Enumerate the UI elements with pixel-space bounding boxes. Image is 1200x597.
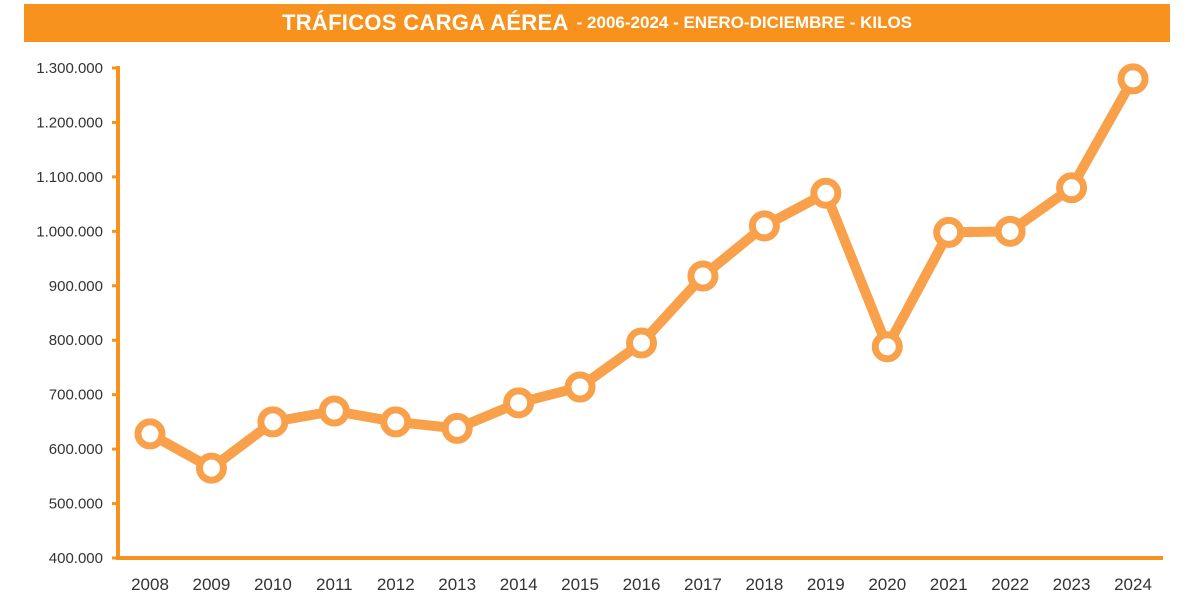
x-tick-label: 2019	[807, 575, 845, 594]
data-point	[994, 215, 1026, 247]
data-point	[871, 331, 903, 363]
x-axis-ticks: 2008 2009 2010 2011 2012 2013 2014 2015 2016 2017…	[131, 575, 1152, 594]
y-tick-label: 600.000	[49, 441, 103, 458]
x-tick-label: 2020	[868, 575, 906, 594]
x-tick-label: 2011	[316, 575, 353, 594]
y-tick-label: 500.000	[49, 496, 103, 513]
data-point	[687, 260, 719, 292]
series-line	[145, 73, 1138, 474]
data-point	[380, 406, 412, 438]
x-tick-label: 2024	[1114, 575, 1152, 594]
x-tick-label: 2010	[254, 575, 292, 594]
data-point	[134, 418, 166, 450]
x-tick-label: 2021	[930, 575, 968, 594]
x-tick-label: 2009	[193, 575, 231, 594]
data-point	[503, 387, 535, 419]
y-tick-label: 900.000	[49, 278, 103, 295]
data-point	[626, 327, 657, 359]
chart-title: TRÁFICOS CARGA AÉREA	[281, 10, 569, 35]
y-tick-label: 1.000.000	[36, 223, 103, 240]
data-point	[748, 210, 780, 242]
chart-series	[134, 63, 1149, 484]
data-point	[810, 177, 842, 209]
x-tick-label: 2022	[991, 575, 1029, 594]
y-tick-label: 1.300.000	[36, 60, 103, 77]
x-tick-label: 2008	[131, 575, 169, 594]
x-tick-label: 2016	[623, 575, 661, 594]
data-point	[441, 412, 473, 444]
y-tick-label: 700.000	[49, 387, 103, 404]
y-tick-label: 800.000	[49, 332, 103, 349]
x-tick-label: 2023	[1053, 575, 1091, 594]
x-tick-label: 2015	[561, 575, 599, 594]
x-tick-label: 2018	[745, 575, 783, 594]
data-point	[257, 406, 289, 438]
y-tick-label: 1.200.000	[36, 114, 103, 131]
x-tick-label: 2012	[377, 575, 415, 594]
chart-subtitle: - 2006-2024 - ENERO-DICIEMBRE - KILOS	[576, 13, 913, 32]
y-tick-label: 1.100.000	[36, 169, 103, 186]
x-tick-label: 2013	[438, 575, 476, 594]
chart-axes	[116, 66, 1163, 560]
chart-title-bar: TRÁFICOS CARGA AÉREA - 2006-2024 - ENERO…	[24, 4, 1170, 42]
data-point	[564, 371, 596, 403]
x-tick-label: 2017	[684, 575, 722, 594]
data-point	[933, 216, 965, 248]
y-tick-label: 400.000	[49, 550, 103, 567]
data-point	[1056, 172, 1088, 204]
data-point	[318, 395, 350, 427]
x-tick-label: 2014	[500, 575, 538, 594]
data-point	[1117, 63, 1149, 95]
data-point	[195, 452, 227, 484]
y-axis-ticks: 400.000 500.000 600.000 700.000 800.000 900.0…	[36, 60, 118, 567]
